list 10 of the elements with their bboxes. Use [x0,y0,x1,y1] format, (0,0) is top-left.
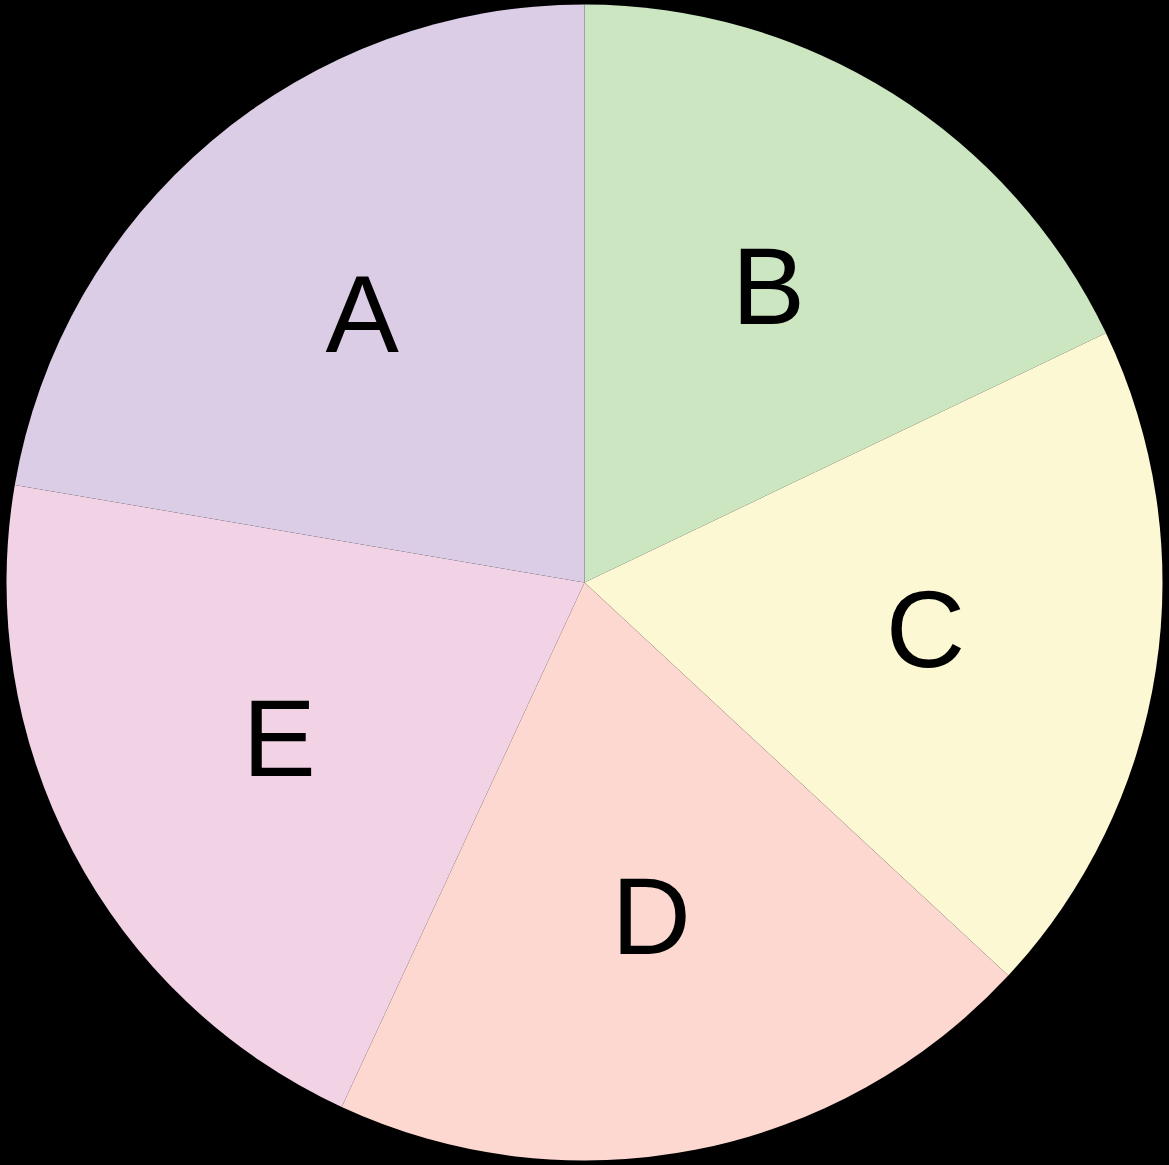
slice-label: A [325,251,400,375]
pie-slice [584,333,1163,976]
slice-label: C [885,567,966,691]
slice-label: D [611,853,691,977]
slice-label: E [242,675,316,799]
pie-slice [341,582,1009,1160]
pie-slice [584,4,1106,583]
pie-slice [7,484,585,1108]
pie-slice [14,4,585,583]
slice-label: B [731,223,806,347]
